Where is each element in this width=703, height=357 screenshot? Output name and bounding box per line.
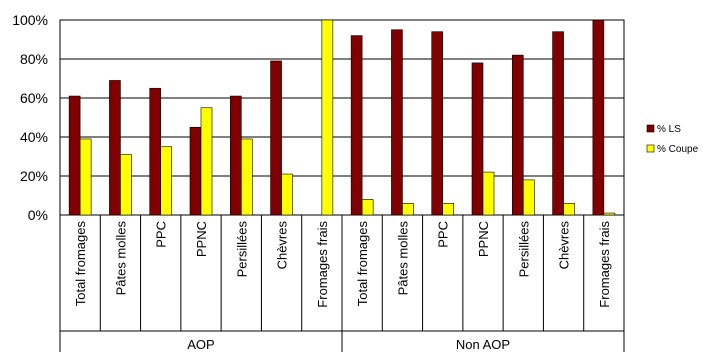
bar-ls [149,87,162,216]
bar-ls [270,60,282,216]
bar-ls [109,80,121,216]
bar-ls [350,35,363,216]
category-label: Total fromages [355,221,370,307]
bar-coupe [79,138,92,216]
bar-coupe [563,203,575,216]
bar-coupe [361,199,374,216]
category-label: Chèvres [557,221,572,270]
y-tick-label: 60% [20,90,48,106]
y-tick-label: 40% [20,129,48,145]
bar-ls [391,29,403,216]
group-label: Non AOP [456,337,510,352]
category-label: Fromages frais [315,221,330,308]
bar-coupe [402,203,414,216]
bar-coupe [482,171,495,216]
group-label: AOP [187,337,214,352]
bar-ls [552,31,564,216]
bar-ls [189,126,202,216]
bar-ls [592,19,605,216]
bar-coupe [240,138,253,216]
y-tick-label: 80% [20,51,48,67]
category-label: Chèvres [275,221,290,270]
bar-coupe [442,203,455,216]
bar-coupe [321,19,334,216]
category-label: Persillées [516,221,531,278]
category-label: Persillées [234,221,249,278]
bar-coupe [160,146,173,216]
bar-ls [68,95,81,216]
legend-swatch [646,144,655,153]
category-label: PPNC [194,221,209,257]
category-label: Pâtes molles [395,221,410,296]
bar-coupe [522,179,535,216]
category-label: Fromages frais [597,221,612,308]
bar-coupe [603,212,616,216]
category-label: PPNC [476,221,491,257]
legend-label: % LS [657,124,681,135]
bar-ls [229,95,242,216]
bar-coupe [200,107,213,216]
bar-ls [511,54,524,216]
bar-coupe [120,154,132,216]
y-tick-label: 100% [12,12,48,28]
category-label: Pâtes molles [113,221,128,296]
category-label: PPC [436,221,451,248]
legend-label: % Coupe [657,144,699,155]
legend-swatch [646,124,655,133]
y-tick-label: 0% [28,207,48,223]
bar-ls [471,62,484,216]
bar-coupe [281,173,293,216]
category-label: PPC [154,221,169,248]
category-label: Total fromages [73,221,88,307]
plot-area [59,19,625,216]
y-tick-label: 20% [20,168,48,184]
bar-ls [431,31,444,216]
